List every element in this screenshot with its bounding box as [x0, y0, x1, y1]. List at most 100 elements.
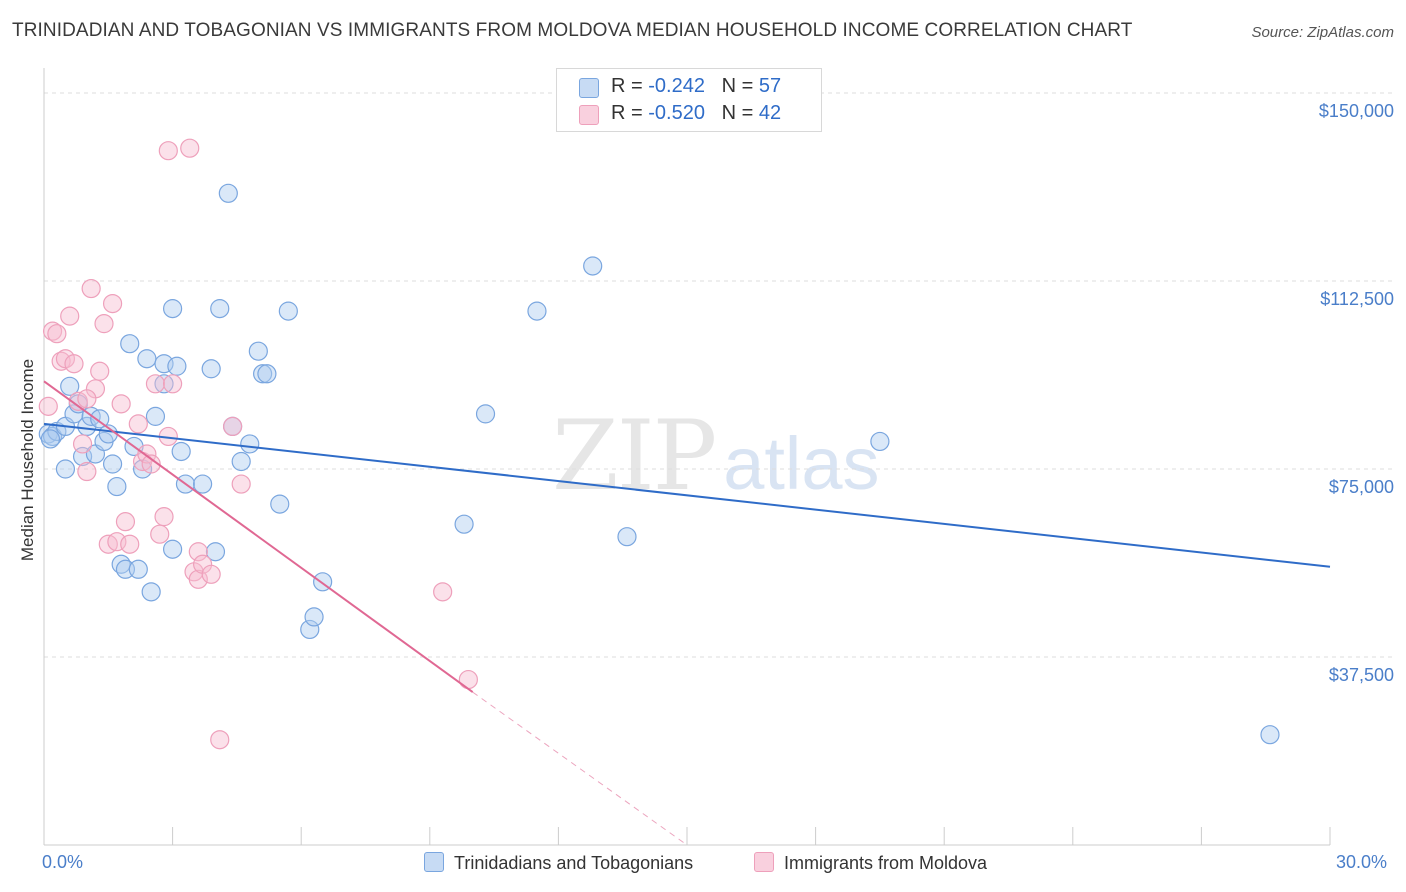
source-label: Source: ZipAtlas.com [1251, 24, 1394, 41]
point-trinidadian-21 [128, 559, 148, 579]
point-moldova-0 [38, 396, 58, 416]
point-moldova-35 [201, 564, 221, 584]
point-moldova-28 [158, 141, 178, 161]
point-trinidadian-25 [145, 406, 166, 426]
point-moldova-24 [145, 374, 166, 394]
point-moldova-9 [77, 461, 97, 482]
point-moldova-40 [458, 669, 478, 690]
r-value-pink: -0.520 [648, 102, 705, 124]
point-trinidadian-56 [40, 429, 61, 449]
y-tick-label-2: $112,500 [1320, 289, 1394, 310]
legend-item-trinidadians: Trinidadians and Tobagonians [424, 852, 693, 874]
point-trinidadian-52 [583, 256, 603, 276]
legend-label-trinidadians: Trinidadians and Tobagonians [454, 853, 694, 873]
point-moldova-20 [128, 414, 148, 434]
point-trinidadian-40 [240, 434, 260, 454]
point-trinidadian-42 [253, 364, 273, 384]
point-moldova-30 [180, 138, 200, 158]
y-axis-label-wrap: Median Household Income [0, 330, 56, 590]
point-moldova-29 [163, 374, 183, 394]
point-moldova-18 [115, 512, 136, 532]
point-moldova-13 [94, 314, 114, 334]
legend-swatch-pink [754, 852, 774, 872]
point-trinidadian-46 [300, 619, 320, 640]
y-axis-label: Median Household Income [18, 358, 37, 562]
trend-line-trinidadian [43, 422, 1331, 568]
point-moldova-12 [90, 361, 110, 381]
point-trinidadian-49 [454, 514, 474, 534]
r-label: R = [611, 102, 643, 124]
trend-line-moldova [43, 380, 474, 693]
point-moldova-17 [111, 394, 131, 414]
point-trinidadian-51 [527, 301, 547, 321]
point-trinidadian-29 [167, 356, 187, 376]
point-moldova-15 [102, 293, 123, 314]
point-moldova-5 [60, 306, 80, 326]
point-moldova-26 [154, 507, 174, 527]
point-trinidadian-32 [163, 299, 183, 319]
legend-item-moldova: Immigrants from Moldova [754, 852, 987, 874]
point-trinidadian-35 [205, 542, 226, 562]
point-moldova-10 [81, 278, 101, 299]
n-label: N = [721, 75, 754, 97]
point-trinidadian-28 [163, 539, 183, 559]
y-tick-label-1: $75,000 [1328, 477, 1394, 498]
point-moldova-41 [77, 389, 97, 409]
legend-swatch-blue [424, 852, 444, 872]
watermark: ZIP atlas [552, 400, 880, 512]
stats-row-pink-text: R = -0.520 N = 42 [611, 102, 781, 125]
point-moldova-33 [188, 569, 208, 589]
point-trinidadian-39 [231, 451, 251, 472]
point-trinidadian-36 [210, 299, 230, 319]
point-trinidadian-37 [218, 183, 238, 203]
x-tick-min: 0.0% [42, 852, 84, 872]
stats-legend: R = -0.242 N = 57 R = -0.520 N = 42 [556, 68, 822, 132]
point-moldova-23 [141, 454, 161, 474]
legend-label-moldova: Immigrants from Moldova [784, 853, 988, 873]
point-trinidadian-54 [870, 431, 890, 452]
y-tick-label-3: $150,000 [1318, 101, 1394, 122]
point-moldova-25 [150, 524, 170, 544]
point-moldova-36 [210, 730, 230, 750]
stats-row-blue-text: R = -0.242 N = 57 [611, 75, 781, 98]
watermark-zip: ZIP [552, 400, 717, 512]
pink-swatch [579, 105, 599, 125]
watermark-atlas: atlas [723, 422, 880, 505]
point-trinidadian-5 [60, 376, 80, 396]
chart-title: TRINIDADIAN AND TOBAGONIAN VS IMMIGRANTS… [12, 20, 1133, 41]
r-label: R = [611, 75, 643, 97]
point-moldova-8 [72, 434, 93, 454]
point-trinidadian-44 [270, 494, 290, 514]
point-trinidadian-33 [193, 474, 213, 494]
point-trinidadian-41 [248, 341, 268, 361]
n-value-blue: 57 [758, 75, 782, 97]
point-trinidadian-47 [304, 607, 324, 627]
point-trinidadian-34 [201, 359, 221, 379]
point-trinidadian-50 [475, 404, 496, 424]
n-value-pink: 42 [758, 102, 782, 124]
point-moldova-32 [188, 542, 208, 562]
blue-swatch [579, 78, 599, 98]
n-label: N = [721, 102, 754, 124]
r-value-blue: -0.242 [648, 75, 705, 97]
point-moldova-6 [64, 354, 84, 374]
point-trinidadian-24 [141, 582, 161, 602]
point-trinidadian-55 [1260, 725, 1280, 745]
point-trinidadian-12 [90, 409, 110, 429]
point-trinidadian-45 [278, 301, 298, 321]
point-moldova-38 [231, 474, 251, 494]
point-trinidadian-30 [171, 441, 191, 462]
x-tick-max: 30.0% [1336, 852, 1388, 872]
point-trinidadian-19 [120, 334, 140, 354]
point-moldova-39 [433, 582, 453, 602]
y-tick-label-0: $37,500 [1328, 665, 1394, 685]
point-trinidadian-15 [102, 454, 123, 474]
point-moldova-37 [223, 416, 243, 437]
point-trinidadian-43 [257, 364, 277, 384]
point-trinidadian-4 [55, 459, 76, 479]
point-moldova-2 [47, 324, 67, 344]
point-trinidadian-16 [107, 476, 127, 497]
point-trinidadian-53 [617, 527, 637, 547]
trend-line-extension-moldova [472, 691, 688, 846]
